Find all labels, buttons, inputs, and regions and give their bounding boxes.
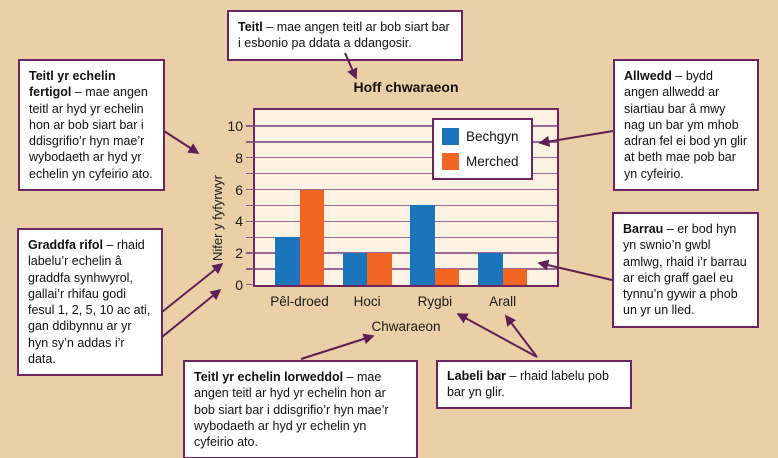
annotation-legend-lead: Allwedd xyxy=(624,69,672,83)
annotation-vertical-axis-lead: Teitl yr echelin fertigol xyxy=(29,69,116,100)
gridline xyxy=(255,204,557,207)
gridline xyxy=(255,156,557,159)
gridline xyxy=(255,220,557,223)
annotation-bars: Barrau – er bod hyn yn swnio’n gwbl amlw… xyxy=(612,212,759,328)
annotation-horizontal-axis-title: Teitl yr echelin lorweddol – mae angen t… xyxy=(183,360,418,458)
bar-bechgyn-rygbi xyxy=(410,205,435,285)
annotation-bars-lead: Barrau xyxy=(623,222,664,236)
gridline xyxy=(255,236,557,239)
arrow-horizontal-axis-to-xlabel xyxy=(300,333,375,360)
legend-entry-merched: Merched xyxy=(442,153,531,170)
annotation-numeric-scale: Graddfa rifol – rhaid labelu’r echelin â… xyxy=(17,228,163,376)
axis-tick xyxy=(246,188,254,191)
axis-tick xyxy=(246,236,254,239)
bar-merched-pêl-droed xyxy=(299,189,324,285)
annotation-bar-labels-lead: Labeli bar xyxy=(447,369,507,383)
y-tick-label: 8 xyxy=(235,149,243,166)
bar-bechgyn-pêl-droed xyxy=(275,237,300,285)
legend-label: Bechgyn xyxy=(466,129,519,144)
axis-tick xyxy=(246,204,254,207)
category-label-arall: Arall xyxy=(489,294,517,309)
gridline xyxy=(255,268,557,270)
annotation-title-lead: Teitl xyxy=(238,20,263,34)
y-tick-label: 4 xyxy=(235,213,243,230)
chart-title: Hoff chwaraeon xyxy=(353,79,459,95)
category-label-rygbi: Rygbi xyxy=(417,294,453,309)
axis-tick xyxy=(246,141,254,143)
y-tick-label: 2 xyxy=(235,245,243,262)
gridline xyxy=(255,172,557,175)
gridline xyxy=(255,141,557,143)
annotation-bar-labels-text: – rhaid labelu pob bar yn glir. xyxy=(447,369,609,400)
bar-bechgyn-hoci xyxy=(342,253,368,285)
annotation-legend-text: – bydd angen allwedd ar siartiau bar â m… xyxy=(624,69,747,181)
gridline xyxy=(255,125,557,127)
axis-tick xyxy=(246,125,254,127)
annotation-title: Teitl – mae angen teitl ar bob siart bar… xyxy=(227,10,463,61)
category-label-pêl-droed: Pêl-droed xyxy=(270,294,329,309)
axis-tick xyxy=(246,172,254,175)
bar-merched-arall xyxy=(502,269,528,285)
legend-swatch-bechgyn xyxy=(442,128,459,145)
annotation-horizontal-axis-lead: Teitl yr echelin lorweddol xyxy=(194,370,344,384)
annotation-title-text: – mae angen teitl ar bob siart bar i esb… xyxy=(238,20,450,51)
bar-merched-rygbi xyxy=(434,269,460,285)
y-tick-label: 6 xyxy=(235,181,243,198)
axis-tick xyxy=(246,252,254,254)
gridline xyxy=(255,188,557,191)
annotation-numeric-scale-text: – rhaid labelu’r echelin â graddfa synhw… xyxy=(28,238,151,366)
gridline xyxy=(255,252,557,254)
axis-tick xyxy=(246,283,254,285)
legend-entry-bechgyn: Bechgyn xyxy=(442,128,531,145)
annotation-legend: Allwedd – bydd angen allwedd ar siartiau… xyxy=(613,59,759,191)
axis-tick xyxy=(246,220,254,223)
bar-merched-hoci xyxy=(367,253,392,285)
bar-bechgyn-arall xyxy=(478,253,503,285)
annotation-vertical-axis-title: Teitl yr echelin fertigol – mae angen te… xyxy=(18,59,165,191)
y-tick-label: 0 xyxy=(235,277,243,293)
annotation-vertical-axis-text: – mae angen teitl ar hyd yr echelin hon … xyxy=(29,85,153,181)
annotation-horizontal-axis-text: – mae angen teitl ar hyd yr echelin hon … xyxy=(194,370,389,449)
chart-legend: Bechgyn Merched xyxy=(432,118,533,180)
annotation-bars-text: – er bod hyn yn swnio’n gwbl amlwg, rhai… xyxy=(623,222,747,318)
annotation-bar-labels: Labeli bar – rhaid labelu pob bar yn gli… xyxy=(436,360,632,409)
axis-tick xyxy=(246,156,254,159)
legend-label: Merched xyxy=(466,154,519,169)
legend-swatch-merched xyxy=(442,153,459,170)
y-tick-label: 10 xyxy=(227,117,243,134)
axis-tick xyxy=(246,268,254,270)
x-axis-title: Chwaraeon xyxy=(371,319,441,334)
category-label-hoci: Hoci xyxy=(353,294,381,309)
annotation-numeric-scale-lead: Graddfa rifol xyxy=(28,238,104,252)
arrow-vertical-axis-to-ylabel xyxy=(163,130,200,154)
